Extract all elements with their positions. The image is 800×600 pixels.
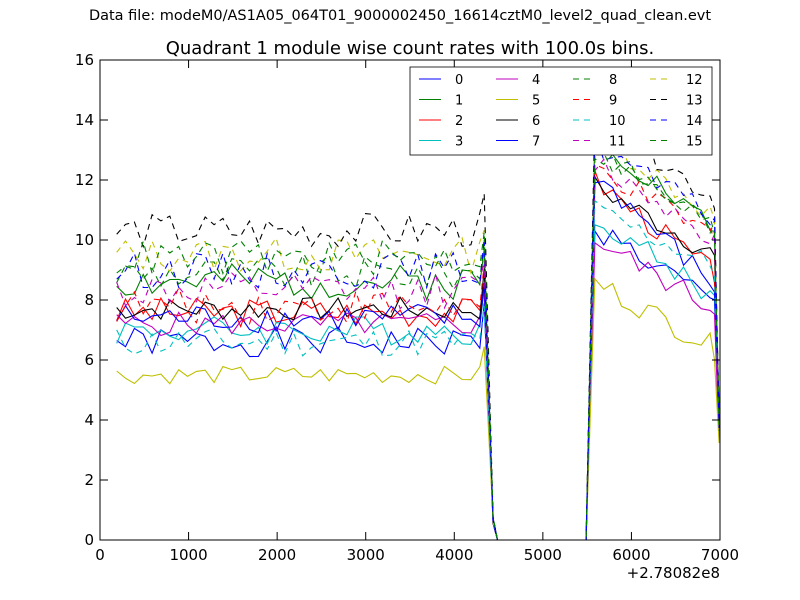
axis-ticks: 0 1000 2000 3000 4000 5000 6000 700002468101214… (75, 51, 739, 564)
legend-label-10: 10 (609, 114, 626, 129)
legend-label-11: 11 (609, 135, 626, 150)
x-tick-label: 2000 (258, 546, 296, 564)
y-tick-label: 12 (75, 171, 94, 189)
x-tick-label: 7000 (701, 546, 739, 564)
series-line-14 (116, 134, 720, 541)
legend-label-2: 2 (455, 114, 463, 129)
series-line-1 (116, 131, 720, 541)
legend-label-1: 1 (455, 94, 463, 109)
x-tick-label: 3000 (347, 546, 385, 564)
series-line-5 (116, 277, 720, 541)
series-line-10 (116, 199, 720, 541)
series-line-9 (116, 163, 720, 541)
y-tick-label: 8 (84, 291, 94, 309)
data-file-label: Data file: modeM0/AS1A05_064T01_90000024… (88, 8, 712, 24)
series-line-7 (116, 180, 720, 541)
legend-label-12: 12 (686, 73, 703, 88)
series-line-12 (116, 127, 720, 541)
legend-label-14: 14 (686, 114, 703, 129)
series-line-6 (116, 174, 720, 541)
legend-label-13: 13 (686, 94, 703, 109)
series-line-11 (116, 158, 720, 541)
chart-title: Quadrant 1 module wise count rates with … (166, 38, 655, 59)
series-line-0 (116, 229, 720, 541)
y-tick-label: 4 (84, 411, 94, 429)
legend-label-3: 3 (455, 135, 463, 150)
x-tick-label: 1000 (169, 546, 207, 564)
series-line-15 (116, 153, 720, 541)
y-tick-label: 10 (75, 231, 94, 249)
legend-label-8: 8 (609, 73, 617, 88)
series-line-4 (116, 241, 720, 541)
legend-label-5: 5 (532, 94, 540, 109)
series-line-13 (116, 107, 720, 541)
y-tick-label: 16 (75, 51, 94, 69)
plot-lines (116, 107, 720, 541)
y-tick-label: 6 (84, 351, 94, 369)
y-tick-label: 0 (84, 531, 94, 549)
x-tick-label: 6000 (612, 546, 650, 564)
x-tick-label: 5000 (524, 546, 562, 564)
legend-label-15: 15 (686, 135, 703, 150)
x-offset-label: +2.78082e8 (627, 564, 720, 582)
legend-label-0: 0 (455, 73, 463, 88)
x-tick-label: 0 (95, 546, 105, 564)
legend-label-7: 7 (532, 135, 540, 150)
legend-label-4: 4 (532, 73, 540, 88)
legend-label-6: 6 (532, 114, 540, 129)
series-line-3 (116, 224, 720, 541)
series-line-8 (116, 152, 720, 541)
y-tick-label: 2 (84, 471, 94, 489)
x-tick-label: 4000 (435, 546, 473, 564)
legend-label-9: 9 (609, 94, 617, 109)
y-tick-label: 14 (75, 111, 94, 129)
